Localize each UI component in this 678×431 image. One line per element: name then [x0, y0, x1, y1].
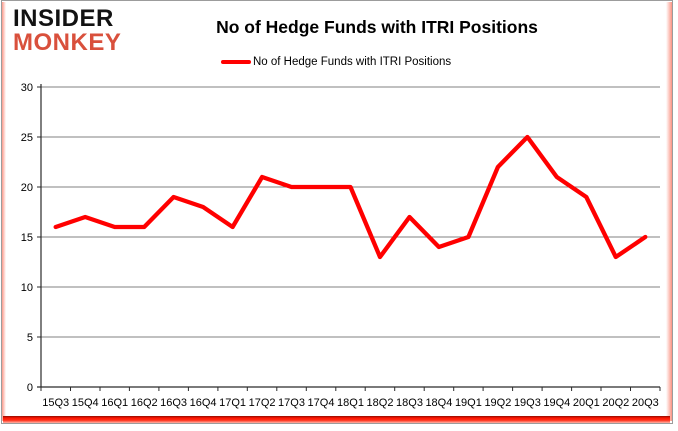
insider-monkey-logo: INSIDER MONKEY: [13, 7, 121, 54]
chart-title: No of Hedge Funds with ITRI Positions: [216, 17, 538, 37]
logo-line-monkey: MONKEY: [13, 28, 122, 56]
legend-line-swatch: [221, 60, 251, 64]
logo-line-insider: INSIDER: [13, 5, 114, 32]
legend-label: No of Hedge Funds with ITRI Positions: [253, 56, 452, 68]
red-glow-right: [666, 2, 672, 421]
red-glow-bottom: [3, 416, 670, 423]
red-glow-left: [2, 2, 6, 421]
legend: No of Hedge Funds with ITRI Positions: [221, 54, 451, 70]
